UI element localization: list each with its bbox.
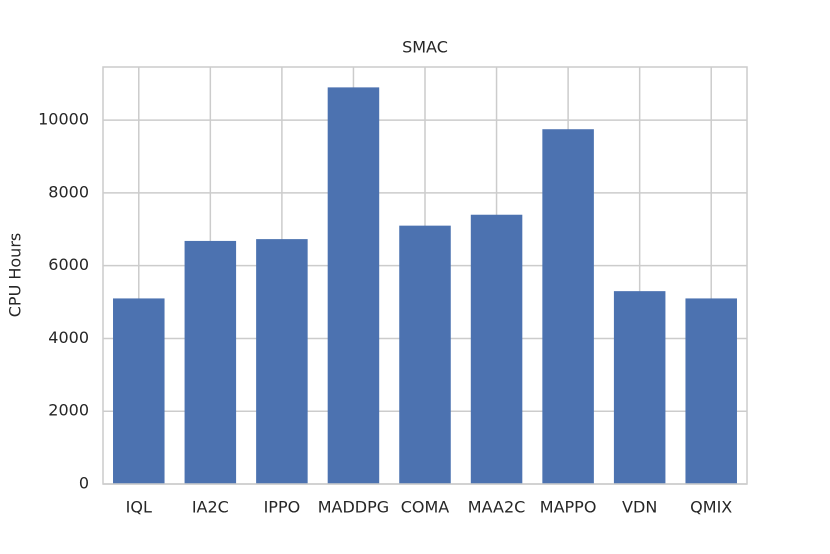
bar (113, 298, 165, 484)
bar (613, 291, 666, 484)
x-tick-label: MAPPO (540, 498, 597, 517)
x-tick-label: MAA2C (468, 498, 526, 517)
y-tick-label: 6000 (48, 255, 89, 274)
bars (113, 87, 737, 485)
bar (256, 239, 308, 484)
bar (184, 240, 237, 484)
chart-title: SMAC (402, 38, 448, 57)
x-tick-label: IQL (126, 498, 152, 517)
y-tick-label: 0 (79, 474, 89, 493)
y-tick-label: 4000 (48, 328, 89, 347)
x-tick-label: MADDPG (318, 498, 389, 517)
bar (685, 298, 737, 484)
y-axis-label: CPU Hours (6, 233, 25, 318)
y-tick-label: 2000 (48, 401, 89, 420)
bar (327, 87, 380, 485)
x-tick-label: VDN (622, 498, 657, 517)
bar (470, 214, 523, 485)
x-tick-label: COMA (401, 498, 450, 517)
y-tick-label: 10000 (38, 110, 89, 129)
x-tick-label: QMIX (690, 498, 732, 517)
bar (542, 129, 594, 484)
y-tick-label: 8000 (48, 182, 89, 201)
x-tick-label: IA2C (192, 498, 229, 517)
x-tick-label: IPPO (264, 498, 301, 517)
bar (399, 225, 451, 484)
plot-frame (102, 66, 748, 485)
